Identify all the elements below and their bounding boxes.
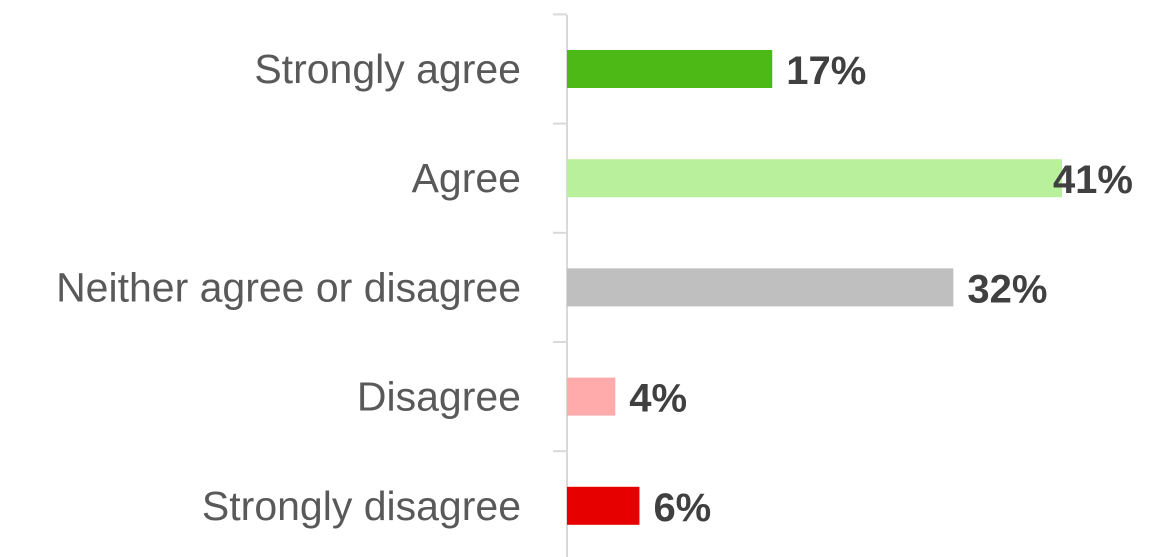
bar-disagree xyxy=(567,377,616,416)
category-label: Agree xyxy=(412,155,521,201)
value-label: 41% xyxy=(1053,158,1133,202)
value-label: 4% xyxy=(629,377,687,421)
bars-group xyxy=(567,50,1062,525)
category-label: Disagree xyxy=(357,374,521,420)
value-label: 17% xyxy=(786,49,866,93)
bar-neither-agree-or-disagree xyxy=(567,268,954,307)
bar-strongly-agree xyxy=(567,50,773,88)
category-label: Neither agree or disagree xyxy=(56,264,521,310)
bar-agree xyxy=(567,159,1062,198)
category-label: Strongly agree xyxy=(254,46,521,92)
value-label: 32% xyxy=(967,267,1047,311)
value-labels-group: 17% 41% 32% 4% 6% xyxy=(629,49,1133,530)
bar-strongly-disagree xyxy=(567,486,640,525)
category-labels-group: Strongly agree Agree Neither agree or disa… xyxy=(56,46,521,529)
category-label: Strongly disagree xyxy=(202,483,521,529)
category-axis xyxy=(553,13,568,557)
value-label: 6% xyxy=(653,486,711,530)
